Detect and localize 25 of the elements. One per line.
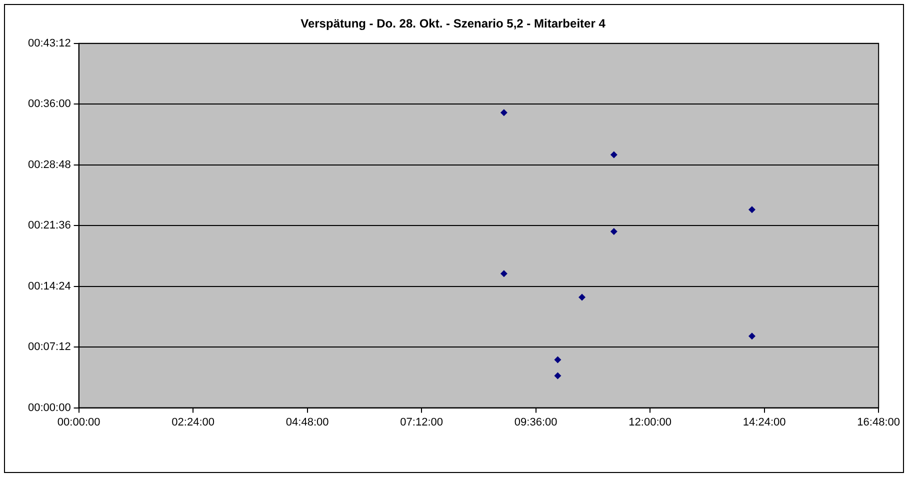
y-tick-label: 00:28:48 — [28, 158, 71, 171]
point — [610, 228, 618, 236]
x-tick-label: 02:24:00 — [172, 416, 214, 428]
point — [554, 372, 562, 380]
x-tick-label: 12:00:00 — [628, 416, 672, 428]
x-tick-label: 09:36:00 — [514, 416, 558, 428]
point — [500, 109, 508, 116]
point — [748, 332, 756, 340]
point — [500, 270, 508, 278]
chart-title: Verspätung - Do. 28. Okt. - Szenario 5,2 - Mitarbeiter 4 — [300, 16, 606, 31]
point — [578, 294, 586, 301]
x-tick-label: 16:48:00 — [857, 416, 900, 428]
y-tick-label: 00:07:12 — [28, 341, 71, 354]
y-tick-label: 00:43:12 — [28, 37, 71, 50]
x-tick-label: 00:00:00 — [57, 416, 100, 428]
x-tick-label: 04:48:00 — [286, 416, 329, 428]
y-tick-label: 00:00:00 — [28, 402, 71, 414]
y-tick-label: 00:14:24 — [28, 280, 71, 292]
point — [554, 356, 562, 364]
point — [748, 206, 756, 214]
point — [610, 151, 618, 158]
y-tick-label: 00:21:36 — [28, 220, 71, 232]
x-tick-label: 14:24:00 — [742, 416, 786, 428]
y-tick-label: 00:36:00 — [28, 98, 71, 110]
x-tick-label: 07:12:00 — [400, 416, 443, 428]
